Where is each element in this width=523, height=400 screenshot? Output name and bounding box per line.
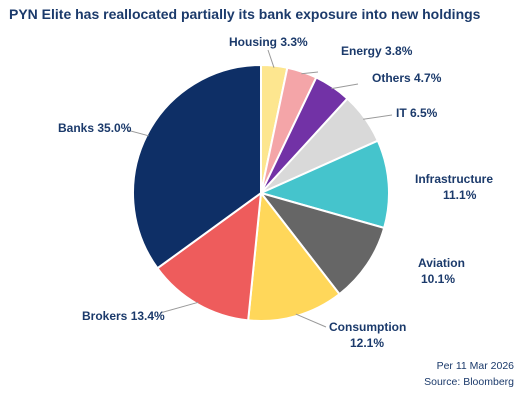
label-infrastructure: Infrastructure	[415, 172, 494, 186]
chart-title: PYN Elite has reallocated partially its …	[9, 6, 481, 22]
leader-line-housing	[267, 49, 275, 68]
leader-line-consumption	[295, 313, 327, 328]
label-consumption: Consumption	[329, 320, 407, 334]
slice-infrastructure	[258, 139, 390, 230]
leader-line-brokers	[159, 301, 199, 314]
label-housing: Housing 3.3%	[229, 35, 308, 49]
label-brokers: Brokers 13.4%	[82, 309, 165, 323]
date-note: Per 11 Mar 2026	[436, 360, 514, 372]
label-it: IT 6.5%	[396, 106, 438, 120]
leader-line-others	[331, 83, 359, 90]
leader-line-energy	[301, 71, 319, 75]
leader-line-it	[363, 114, 393, 120]
label-consumption-pct: 12.1%	[350, 336, 385, 350]
slice-brokers	[156, 190, 263, 322]
label-others: Others 4.7%	[372, 71, 442, 85]
source-note: Source: Bloomberg	[424, 376, 514, 388]
label-energy: Energy 3.8%	[341, 44, 413, 58]
label-banks: Banks 35.0%	[58, 121, 132, 135]
label-aviation: Aviation	[418, 256, 465, 270]
label-infrastructure-pct: 11.1%	[443, 188, 477, 202]
leader-line-banks	[126, 129, 149, 137]
slice-aviation	[258, 191, 386, 296]
slice-consumption	[247, 190, 341, 322]
label-aviation-pct: 10.1%	[421, 272, 456, 286]
